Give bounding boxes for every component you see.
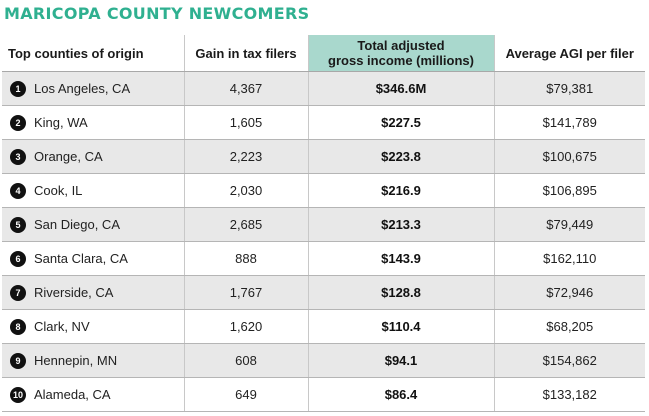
county-cell: 8 Clark, NV xyxy=(2,309,185,344)
table-row: 1 Los Angeles, CA 4,367 $346.6M $79,381 xyxy=(2,71,645,106)
table-row: 2 King, WA 1,605 $227.5 $141,789 xyxy=(2,105,645,140)
income-cell: $143.9 xyxy=(308,241,495,276)
agi-cell: $106,895 xyxy=(494,173,645,208)
income-header-line1: Total adjusted xyxy=(357,38,445,53)
table-body: 1 Los Angeles, CA 4,367 $346.6M $79,381 2 King… xyxy=(2,71,645,412)
rank-badge: 8 xyxy=(10,318,26,335)
gain-cell: 1,620 xyxy=(184,309,309,344)
county-cell: 4 Cook, IL xyxy=(2,173,185,208)
county-name: Los Angeles, CA xyxy=(34,81,131,97)
rank-badge: 1 xyxy=(10,80,26,97)
header-row: Top counties of origin Gain in tax filer… xyxy=(2,35,645,72)
table-row: 10 Alameda, CA 649 $86.4 $133,182 xyxy=(2,377,645,412)
gain-cell: 1,605 xyxy=(184,105,309,140)
county-name: Clark, NV xyxy=(34,319,90,335)
rank-badge: 10 xyxy=(10,386,26,403)
county-cell: 1 Los Angeles, CA xyxy=(2,71,185,106)
newcomers-table: Top counties of origin Gain in tax filer… xyxy=(2,35,645,412)
table-row: 4 Cook, IL 2,030 $216.9 $106,895 xyxy=(2,173,645,208)
income-cell: $227.5 xyxy=(308,105,495,140)
rank-badge: 2 xyxy=(10,114,26,131)
county-cell: 7 Riverside, CA xyxy=(2,275,185,310)
table-row: 7 Riverside, CA 1,767 $128.8 $72,946 xyxy=(2,275,645,310)
county-name: Riverside, CA xyxy=(34,285,114,301)
income-cell: $216.9 xyxy=(308,173,495,208)
county-cell: 9 Hennepin, MN xyxy=(2,343,185,378)
agi-cell: $100,675 xyxy=(494,139,645,174)
agi-column-header: Average AGI per filer xyxy=(494,35,645,72)
county-column-header: Top counties of origin xyxy=(2,35,185,72)
income-cell: $223.8 xyxy=(308,139,495,174)
rank-badge: 6 xyxy=(10,250,26,267)
gain-cell: 1,767 xyxy=(184,275,309,310)
agi-cell: $79,449 xyxy=(494,207,645,242)
agi-cell: $68,205 xyxy=(494,309,645,344)
gain-cell: 608 xyxy=(184,343,309,378)
agi-cell: $72,946 xyxy=(494,275,645,310)
table-row: 5 San Diego, CA 2,685 $213.3 $79,449 xyxy=(2,207,645,242)
county-name: Hennepin, MN xyxy=(34,353,118,369)
gain-cell: 2,030 xyxy=(184,173,309,208)
county-name: King, WA xyxy=(34,115,88,131)
rank-badge: 4 xyxy=(10,182,26,199)
income-cell: $110.4 xyxy=(308,309,495,344)
rank-badge: 5 xyxy=(10,216,26,233)
gain-cell: 888 xyxy=(184,241,309,276)
county-name: San Diego, CA xyxy=(34,217,120,233)
agi-cell: $162,110 xyxy=(494,241,645,276)
agi-cell: $133,182 xyxy=(494,377,645,412)
county-cell: 5 San Diego, CA xyxy=(2,207,185,242)
county-name: Santa Clara, CA xyxy=(34,251,128,267)
table-row: 9 Hennepin, MN 608 $94.1 $154,862 xyxy=(2,343,645,378)
income-cell: $86.4 xyxy=(308,377,495,412)
agi-cell: $79,381 xyxy=(494,71,645,106)
county-name: Alameda, CA xyxy=(34,387,111,403)
county-cell: 3 Orange, CA xyxy=(2,139,185,174)
income-cell: $128.8 xyxy=(308,275,495,310)
gain-cell: 649 xyxy=(184,377,309,412)
income-cell: $94.1 xyxy=(308,343,495,378)
rank-badge: 7 xyxy=(10,284,26,301)
county-name: Orange, CA xyxy=(34,149,103,165)
table-row: 3 Orange, CA 2,223 $223.8 $100,675 xyxy=(2,139,645,174)
county-cell: 10 Alameda, CA xyxy=(2,377,185,412)
gain-column-header: Gain in tax filers xyxy=(184,35,309,72)
page-title: MARICOPA COUNTY NEWCOMERS xyxy=(4,4,310,23)
gain-cell: 4,367 xyxy=(184,71,309,106)
county-cell: 2 King, WA xyxy=(2,105,185,140)
county-cell: 6 Santa Clara, CA xyxy=(2,241,185,276)
rank-badge: 9 xyxy=(10,352,26,369)
table-row: 6 Santa Clara, CA 888 $143.9 $162,110 xyxy=(2,241,645,276)
agi-cell: $141,789 xyxy=(494,105,645,140)
gain-cell: 2,685 xyxy=(184,207,309,242)
income-column-header: Total adjusted gross income (millions) xyxy=(308,35,495,72)
income-header-line2: gross income (millions) xyxy=(328,53,474,68)
rank-badge: 3 xyxy=(10,148,26,165)
county-name: Cook, IL xyxy=(34,183,83,199)
agi-cell: $154,862 xyxy=(494,343,645,378)
income-cell: $213.3 xyxy=(308,207,495,242)
table-row: 8 Clark, NV 1,620 $110.4 $68,205 xyxy=(2,309,645,344)
gain-cell: 2,223 xyxy=(184,139,309,174)
income-cell: $346.6M xyxy=(308,71,495,106)
